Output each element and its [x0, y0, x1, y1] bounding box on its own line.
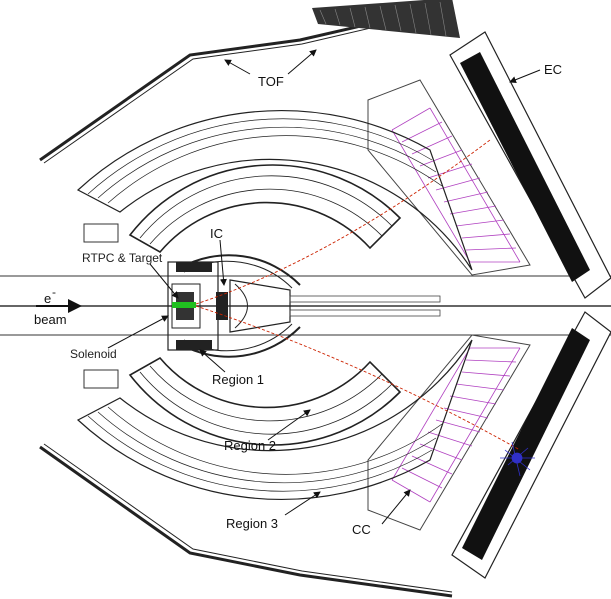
label-region2: Region 2 [224, 438, 276, 453]
beam-line-structure [0, 275, 611, 336]
tof-lower-panels [39, 443, 453, 598]
cc-lower-housing [367, 334, 531, 531]
tof-upper-dark-block [312, 0, 460, 38]
downstream-beampipe [289, 295, 441, 317]
label-arrows [36, 49, 541, 525]
rtpc-target [172, 302, 196, 308]
label-beam-e: e [44, 291, 51, 306]
ec-upper [449, 31, 611, 299]
region2-upper-chamber [128, 164, 402, 254]
label-rtpc-target: RTPC & Target [82, 251, 163, 265]
label-tof: TOF [258, 74, 284, 89]
label-region1: Region 1 [212, 372, 264, 387]
support-box-upper [83, 223, 119, 243]
calorimeter-shower [500, 441, 535, 477]
support-box-lower [83, 369, 119, 389]
region2-lower-chamber [128, 356, 402, 446]
region3-upper-chamber [76, 109, 473, 271]
label-cc: CC [352, 522, 371, 537]
cc-upper-housing [367, 79, 531, 276]
label-region3: Region 3 [226, 516, 278, 531]
label-solenoid: Solenoid [70, 347, 117, 361]
region3-lower-chamber [76, 339, 473, 501]
label-beam: beam [34, 312, 67, 327]
particle-tracks [195, 139, 521, 451]
label-ic: IC [210, 226, 223, 241]
label-ec: EC [544, 62, 562, 77]
inner-calorimeter [216, 279, 291, 333]
ec-lower [451, 311, 611, 579]
label-beam-e-superscript: - [52, 285, 56, 299]
